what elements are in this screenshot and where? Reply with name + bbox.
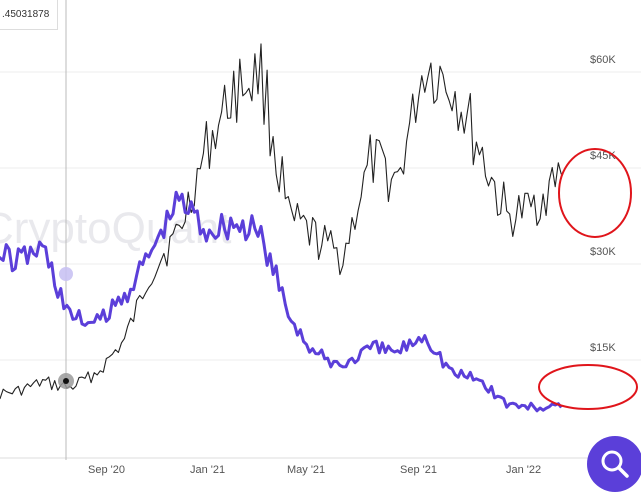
x-axis: Sep '20 Jan '21 May '21 Sep '21 Jan '22 [0,457,641,476]
y-tick-label: $30K [590,246,616,258]
y-axis-right: $15K $30K $45K $60K [590,54,616,354]
metric-series-line [0,190,563,413]
x-tick-label: Sep '20 [88,464,125,476]
x-tick-label: Jan '21 [190,464,225,476]
search-button[interactable] [587,436,641,492]
price-series-line [0,43,562,400]
y-tick-label: $45K [590,150,616,162]
x-tick-label: May '21 [287,464,325,476]
y-tick-label: $15K [590,342,616,354]
metric-hover-marker [59,267,73,281]
tooltip-value: .45031878 [2,9,50,20]
chart-grid [0,71,641,361]
series-layer [0,43,563,413]
x-tick-label: Sep '21 [400,464,437,476]
x-tick-label: Jan '22 [506,464,541,476]
y-tick-label: $60K [590,54,616,66]
highlight-circle-price [558,148,632,238]
highlight-circle-metric [538,364,638,410]
hover-tooltip: .45031878 [0,0,58,30]
price-hover-dot [63,378,69,384]
search-icon [601,450,629,478]
